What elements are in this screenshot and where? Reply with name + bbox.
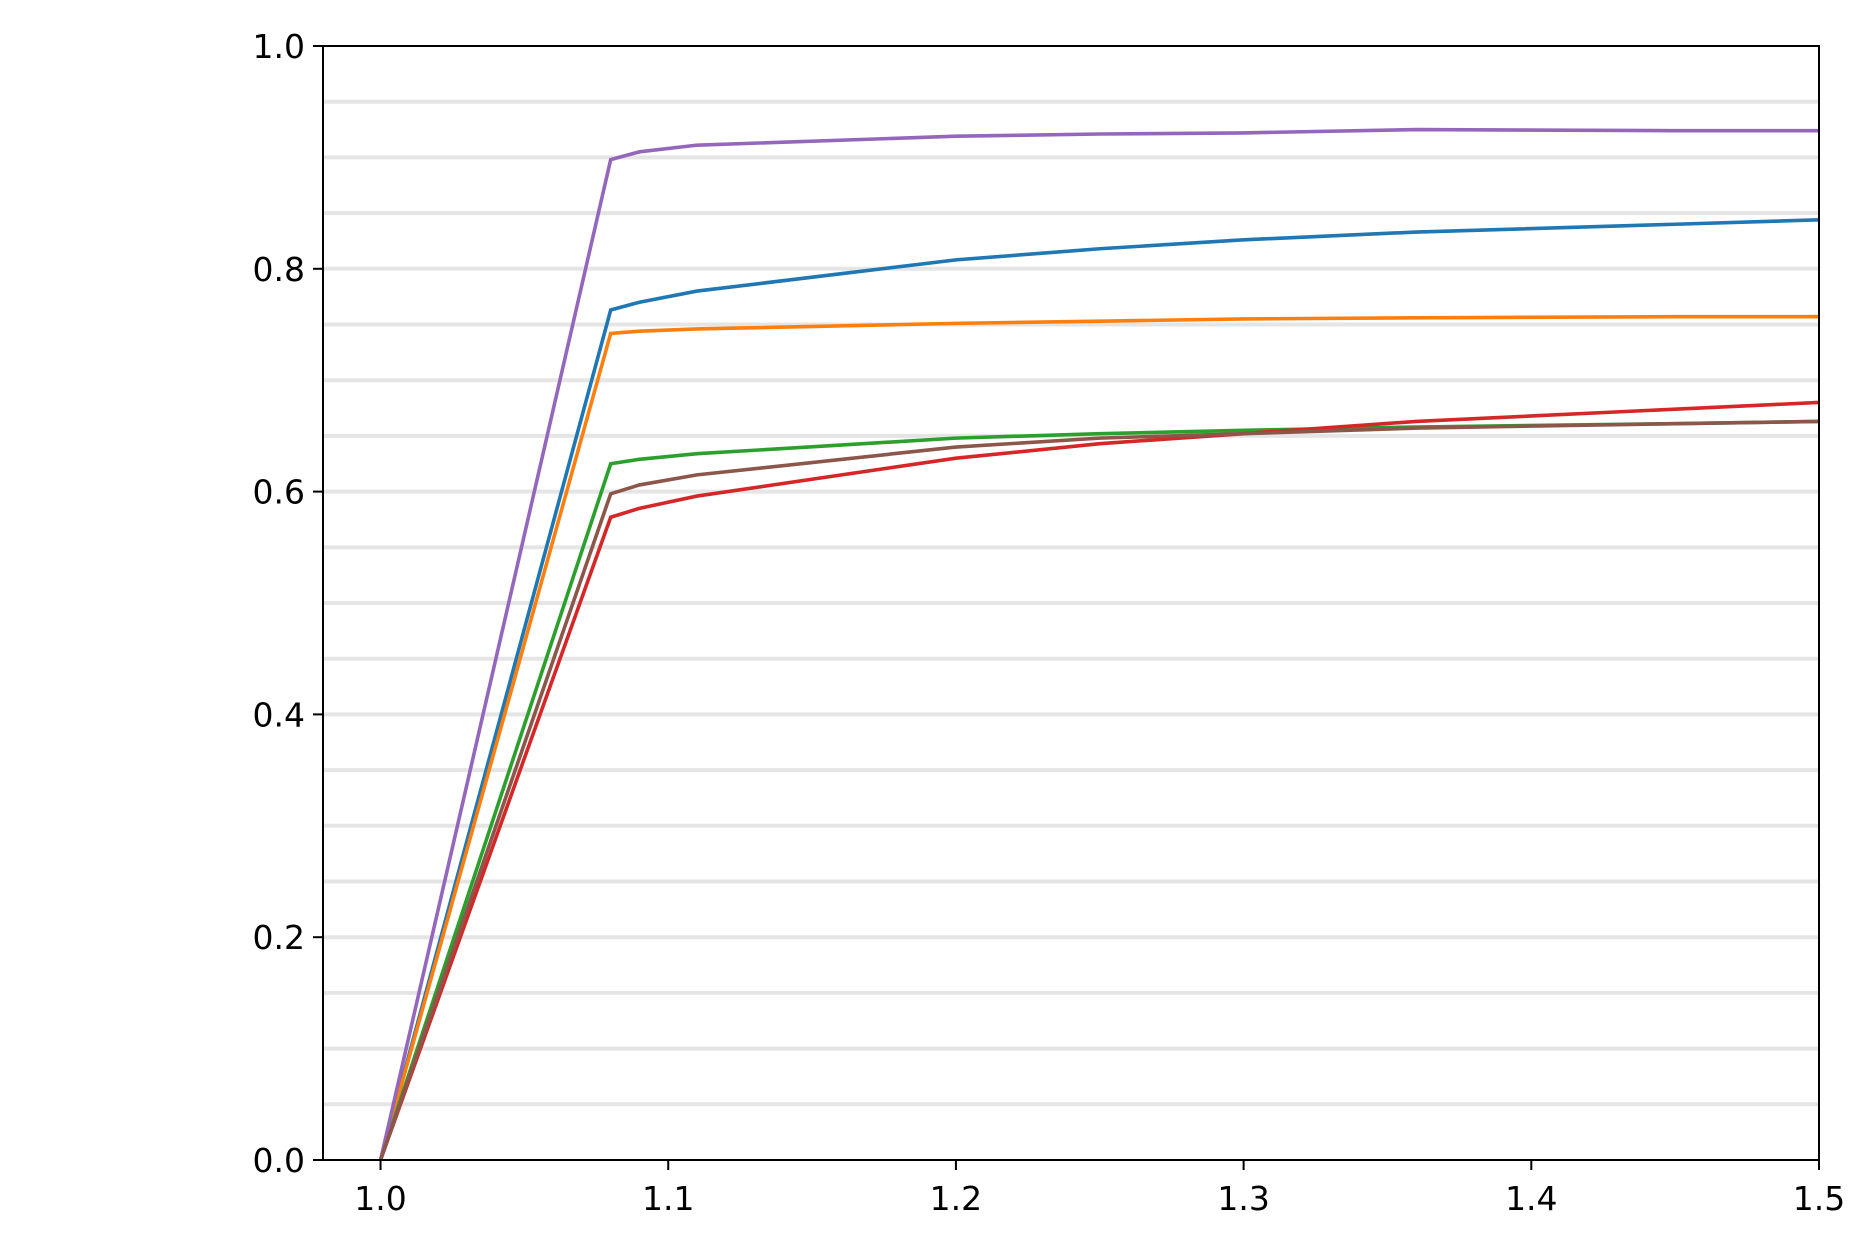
- line: [378, 400, 1820, 1161]
- line: [378, 217, 1820, 1161]
- line: [378, 127, 1819, 1161]
- y-tick-label: 0.4: [253, 695, 305, 734]
- y-tick-label: 0.8: [253, 250, 305, 289]
- y-tick-label: 0.6: [253, 473, 305, 512]
- x-tick-label: 1.2: [930, 1179, 982, 1218]
- x-tick-label: 1.3: [1217, 1179, 1269, 1218]
- x-tick-label: 1.4: [1505, 1179, 1557, 1218]
- plot-frame: [322, 45, 1820, 1161]
- y-tick-label: 1.0: [253, 27, 305, 66]
- y-tick-label: 0.0: [253, 1141, 305, 1180]
- x-tick-label: 1.1: [642, 1179, 694, 1218]
- x-tick-label: 1.5: [1793, 1179, 1845, 1218]
- line: [378, 314, 1819, 1161]
- x-tick-label: 1.0: [354, 1179, 406, 1218]
- line: [378, 419, 1820, 1161]
- y-tick-label: 0.2: [253, 918, 305, 957]
